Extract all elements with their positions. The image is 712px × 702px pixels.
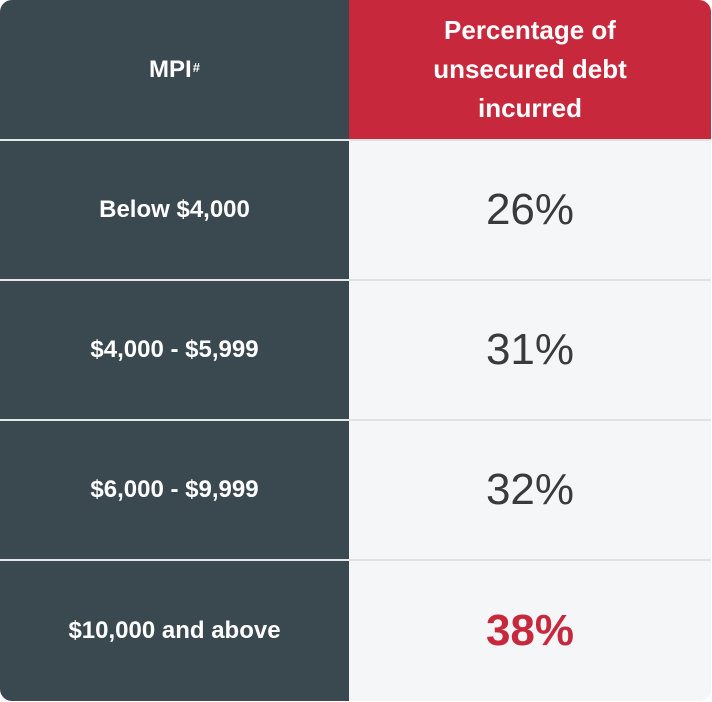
- table-row-mpi: $6,000 - $9,999: [0, 419, 349, 559]
- table-row-mpi: Below $4,000: [0, 139, 349, 279]
- table-row-percentage: 26%: [349, 139, 711, 279]
- table-row-mpi: $4,000 - $5,999: [0, 279, 349, 419]
- table-row-percentage: 38%: [349, 559, 711, 701]
- table-row-mpi: $10,000 and above: [0, 559, 349, 701]
- table-row-percentage: 32%: [349, 419, 711, 559]
- header-mpi-superscript: #: [192, 60, 200, 75]
- table-row-percentage: 31%: [349, 279, 711, 419]
- header-mpi: MPI #: [0, 0, 349, 139]
- header-mpi-label: MPI: [149, 55, 192, 83]
- header-percentage-label: Percentage of unsecured debt incurred: [433, 15, 627, 123]
- header-percentage: Percentage of unsecured debt incurred: [349, 0, 711, 139]
